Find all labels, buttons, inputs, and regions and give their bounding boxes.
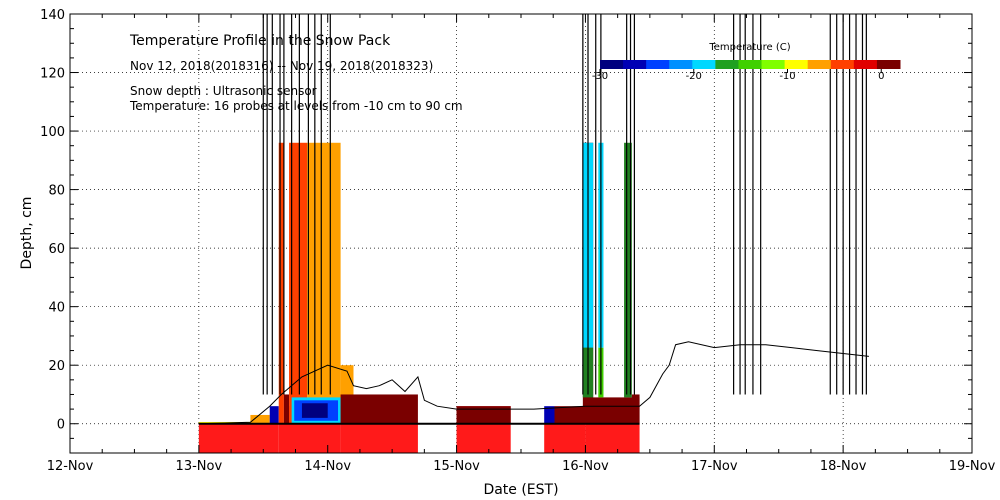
colorbar-title: Temperature (C) xyxy=(708,42,790,53)
y-tick-label: 120 xyxy=(40,67,65,82)
x-tick-label: 14-Nov xyxy=(304,459,351,474)
temperature-cell xyxy=(307,142,341,424)
colorbar-swatch xyxy=(738,60,763,69)
temperature-cell xyxy=(301,403,328,418)
colorbar-swatch xyxy=(761,60,786,69)
x-tick-label: 18-Nov xyxy=(820,459,867,474)
temperature-cell xyxy=(585,423,640,453)
temperature-cell xyxy=(554,406,586,424)
colorbar-tick-label: -30 xyxy=(592,71,608,82)
colorbar-tick-label: -10 xyxy=(779,71,795,82)
colorbar-swatch xyxy=(853,60,878,69)
x-tick-label: 16-Nov xyxy=(562,459,609,474)
annotation-probes: Temperature: 16 probes at levels from -1… xyxy=(129,99,463,113)
colorbar-swatch xyxy=(784,60,809,69)
x-tick-label: 13-Nov xyxy=(176,459,223,474)
temperature-cell xyxy=(340,423,418,453)
y-tick-label: 20 xyxy=(48,359,65,374)
colorbar-swatch xyxy=(715,60,739,69)
y-tick-label: 40 xyxy=(48,301,65,316)
temperature-cell xyxy=(283,394,290,424)
temperature-cell xyxy=(456,406,511,424)
y-tick-label: 60 xyxy=(48,242,65,257)
temperature-cell xyxy=(198,423,279,453)
temperature-cell xyxy=(269,406,279,424)
temperature-cell xyxy=(624,142,632,398)
x-axis-title: Date (EST) xyxy=(483,482,558,498)
colorbar-swatch xyxy=(600,60,624,69)
temperature-cell xyxy=(544,423,586,453)
axes: 12-Nov 13-Nov 14-Nov 15-Nov 16-Nov 17-Nov 18-N… xyxy=(40,8,995,474)
y-tick-label: 100 xyxy=(40,125,65,140)
x-tick-label: 15-Nov xyxy=(433,459,480,474)
plot-marks xyxy=(70,14,972,453)
colorbar-swatch xyxy=(830,60,855,69)
temperature-cell xyxy=(585,397,640,424)
colorbar-swatch xyxy=(876,60,901,69)
chart-subtitle: Nov 12, 2018(2018316) -- Nov 19, 2018(20… xyxy=(130,59,433,73)
x-tick-label: 12-Nov xyxy=(47,459,94,474)
colorbar-swatch xyxy=(807,60,832,69)
temperature-cell xyxy=(250,414,270,424)
temperature-cell xyxy=(289,142,308,424)
colorbar-tick-label: -20 xyxy=(686,71,702,82)
temperature-cell xyxy=(340,394,418,424)
annotation-sensor: Snow depth : Ultrasonic sensor xyxy=(130,84,317,98)
temperature-cell xyxy=(544,406,555,424)
colorbar-swatch xyxy=(646,60,670,69)
y-axis-title: Depth, cm xyxy=(19,197,35,270)
temperature-cell xyxy=(631,394,640,424)
y-tick-label: 140 xyxy=(40,8,65,23)
y-tick-label: 0 xyxy=(57,418,65,433)
chart-title: Temperature Profile in the Snow Pack xyxy=(129,33,391,49)
colorbar-swatch xyxy=(669,60,693,69)
snow-depth-line xyxy=(198,341,869,425)
colorbar: Temperature (C) -30 -20 -10 0 xyxy=(592,42,901,82)
x-tick-label: 17-Nov xyxy=(691,459,738,474)
temperature-cell xyxy=(278,142,284,424)
colorbar-swatch xyxy=(692,60,716,69)
colorbar-swatch xyxy=(623,60,647,69)
x-tick-label: 19-Nov xyxy=(949,459,996,474)
temperature-cell xyxy=(278,423,341,453)
colorbar-tick-label: 0 xyxy=(878,71,884,82)
y-tick-label: 80 xyxy=(48,184,65,199)
